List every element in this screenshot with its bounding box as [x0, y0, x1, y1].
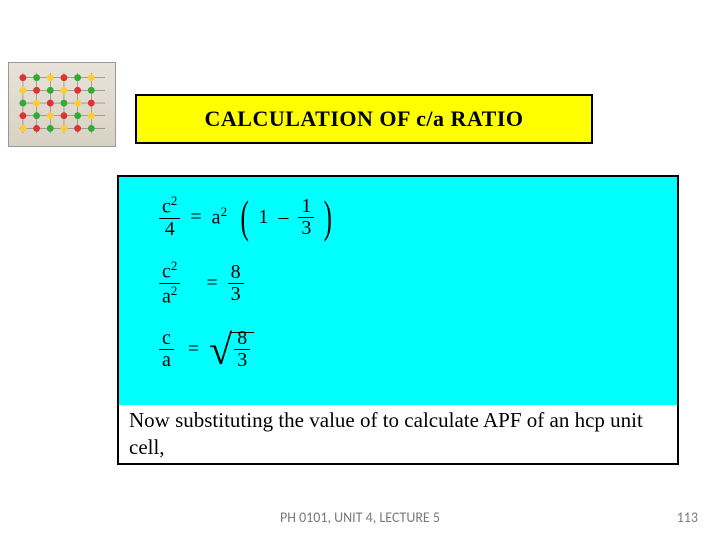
equation-3: c a = √ 8 3 — [159, 319, 677, 379]
eq1-lhs-frac: c2 4 — [159, 194, 180, 240]
body-text: Now substituting the value of to calcula… — [129, 407, 667, 461]
eq1-paren-frac: 1 3 — [298, 196, 314, 239]
eq1-lhs-den: 4 — [162, 219, 178, 240]
eq1-paren-one: 1 — [258, 206, 268, 229]
content-box: c2 4 = a2 ( 1 – 1 3 ) — [117, 175, 679, 465]
eq1-paren: ( 1 – 1 3 ) — [237, 190, 336, 244]
eq3-sqrt: √ 8 3 — [209, 328, 254, 371]
eq1-equals: = — [190, 206, 201, 229]
eq2-rhs-frac: 8 3 — [228, 262, 244, 305]
eq2-equals: = — [206, 272, 217, 295]
left-paren-icon: ( — [241, 194, 249, 240]
eq3-sqrt-frac: 8 3 — [234, 328, 250, 371]
eq3-equals: = — [188, 338, 199, 361]
eq1-lhs-num: c — [162, 196, 171, 218]
crystal-lattice-image — [8, 62, 116, 147]
eq2-lhs-frac: c2 a2 — [159, 259, 180, 307]
equation-2: c2 a2 = 8 3 — [159, 253, 677, 313]
right-paren-icon: ) — [324, 194, 332, 240]
eq1-lhs-num-sup: 2 — [171, 193, 178, 208]
footer-center: PH 0101, UNIT 4, LECTURE 5 — [0, 509, 720, 526]
slide-title: CALCULATION OF c/a RATIO — [205, 106, 524, 132]
radical-icon: √ — [209, 335, 232, 367]
eq1-minus: – — [278, 206, 288, 229]
slide-number: 113 — [677, 509, 698, 526]
math-region: c2 4 = a2 ( 1 – 1 3 ) — [119, 177, 677, 405]
eq3-lhs-frac: c a — [159, 328, 174, 371]
equation-1: c2 4 = a2 ( 1 – 1 3 ) — [159, 187, 677, 247]
title-box: CALCULATION OF c/a RATIO — [135, 94, 593, 144]
eq1-rhs-a: a2 — [212, 204, 227, 230]
